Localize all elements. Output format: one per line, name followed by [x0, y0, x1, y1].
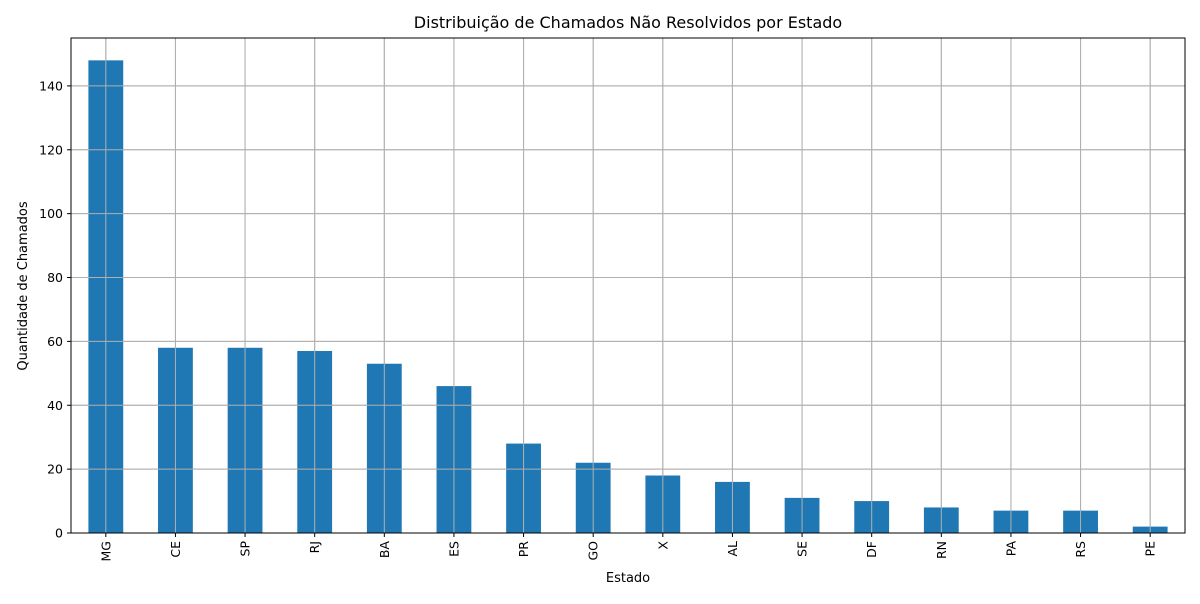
- x-tick-label: GO: [586, 541, 601, 561]
- x-tick-label: SE: [795, 541, 810, 557]
- y-axis-label: Quantidade de Chamados: [16, 201, 31, 370]
- x-tick-label: PA: [1003, 541, 1018, 557]
- chart-title: Distribuição de Chamados Não Resolvidos …: [414, 13, 842, 32]
- x-tick-label: RS: [1073, 541, 1088, 558]
- x-axis-label: Estado: [606, 571, 650, 586]
- x-tick-label: PE: [1143, 541, 1158, 557]
- x-tick-label: AL: [725, 541, 740, 557]
- bars-group: [71, 38, 1185, 534]
- y-tick-label: 100: [39, 206, 63, 221]
- x-tick-label: RN: [934, 541, 949, 559]
- x-tick-label: CE: [168, 541, 183, 558]
- plot-frame: [70, 37, 1186, 534]
- y-tick-label: 20: [47, 462, 63, 477]
- x-tick-label: X: [655, 541, 670, 550]
- y-tick-label: 60: [47, 334, 63, 349]
- x-tick-label: PR: [516, 541, 531, 558]
- x-tick-label: ES: [446, 541, 461, 557]
- y-tick-label: 80: [47, 270, 63, 285]
- y-tick-label: 0: [55, 526, 63, 541]
- y-axis-ticks: 0 20 40 60 80 100 120 140: [39, 78, 71, 541]
- axes-group: [70, 37, 1186, 534]
- y-tick-label: 40: [47, 398, 63, 413]
- x-tick-label: RJ: [307, 541, 322, 553]
- x-axis-ticks: MG CE SP RJ BA ES PR GO X AL SE DF RN PA RS PE: [98, 533, 1158, 561]
- x-tick-label: SP: [238, 541, 253, 557]
- y-tick-label: 140: [39, 78, 63, 93]
- x-tick-label: DF: [864, 541, 879, 558]
- x-tick-label: MG: [98, 541, 113, 561]
- x-tick-label: BA: [377, 541, 392, 559]
- y-tick-label: 120: [39, 142, 63, 157]
